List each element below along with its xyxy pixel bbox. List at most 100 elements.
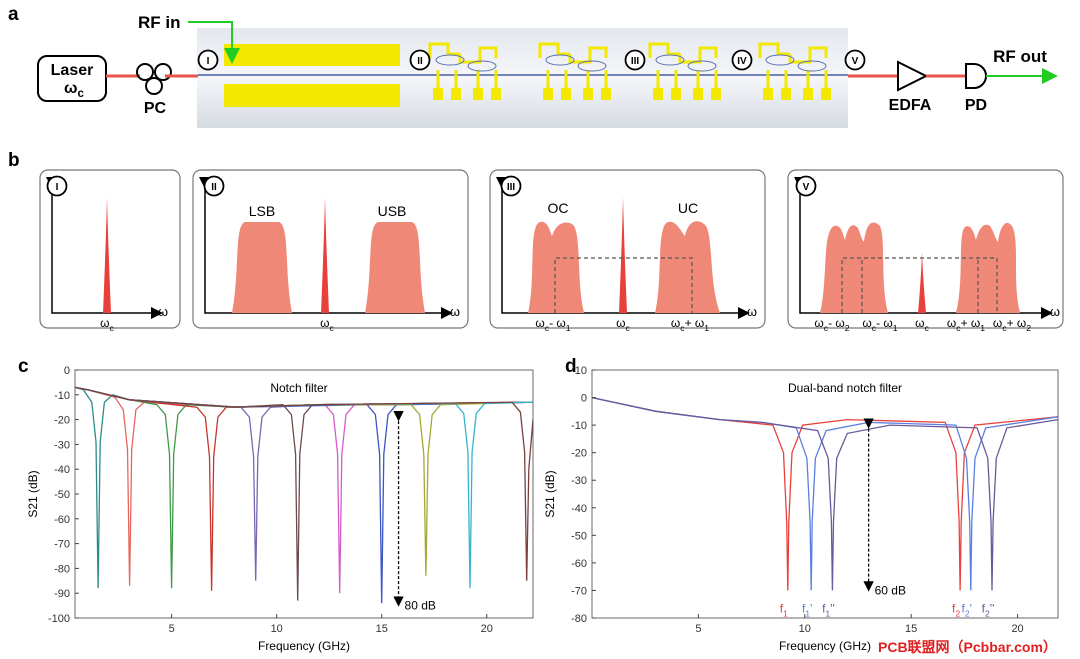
chart-title: Dual-band notch filter	[788, 381, 902, 395]
band-label: UC	[678, 200, 698, 216]
plot-frame	[591, 369, 1059, 619]
panel-label: d	[565, 356, 577, 377]
y-tick-label: -60	[54, 514, 70, 526]
y-tick-label: -10	[571, 420, 587, 432]
subscript: 2	[985, 608, 990, 618]
notch-label: f1'	[802, 601, 812, 618]
watermark: PCB联盟网（Pcbbar.com）	[878, 639, 1057, 655]
subscript: c	[78, 88, 85, 100]
notch-label: f2	[952, 601, 960, 618]
subscript: c	[680, 323, 685, 333]
rf-in-label: RF in	[138, 13, 181, 32]
band-label: USB	[378, 203, 407, 219]
rf-out-label: RF out	[993, 47, 1047, 66]
stage-circle	[46, 175, 68, 197]
subscript: 1	[825, 608, 830, 618]
x-tick-label: 20	[481, 623, 493, 635]
text-part: ω	[535, 316, 544, 330]
y-tick-label: -60	[571, 558, 587, 570]
frequency-label: ωc- ω1	[535, 316, 570, 333]
panel-label: c	[18, 356, 29, 377]
series-line	[592, 396, 1058, 591]
pd-icon	[965, 63, 987, 89]
subscript: c	[545, 323, 550, 333]
stage-numeral: III	[631, 56, 640, 67]
frequency-label: ωc+ ω1	[947, 316, 985, 333]
rf-in-arrow	[188, 21, 240, 64]
y-tick-label: -30	[54, 439, 70, 451]
x-tick-label: 10	[799, 623, 811, 635]
text-part: ω	[947, 316, 956, 330]
text-part: f	[982, 601, 986, 615]
subscript: c	[626, 323, 631, 333]
y-tick-label: -70	[571, 585, 587, 597]
frequency-label: ωc- ω2	[814, 316, 849, 333]
x-axis-label: Frequency (GHz)	[258, 639, 350, 653]
subscript: 2	[955, 608, 960, 618]
series-line	[592, 396, 1058, 591]
subscript: 1	[566, 323, 571, 333]
text-part: + ω	[961, 316, 981, 330]
stage-numeral: II	[417, 56, 423, 67]
stage-circle	[203, 175, 225, 197]
chart-title: Notch filter	[270, 381, 327, 395]
text-part: f	[952, 601, 956, 615]
y-tick-label: -10	[54, 390, 70, 402]
y-tick-label: -50	[54, 489, 70, 501]
text-part: ω	[616, 316, 625, 330]
y-tick-label: -50	[571, 530, 587, 542]
electrode	[224, 84, 400, 107]
y-tick-label: -40	[54, 464, 70, 476]
frequency-label: ωc	[616, 316, 630, 333]
subscript: 1	[893, 323, 898, 333]
y-tick-label: -20	[54, 415, 70, 427]
subscript: 1	[783, 608, 788, 618]
notch-label: f2''	[982, 601, 995, 618]
y-tick-label: -90	[54, 588, 70, 600]
panel-label: a	[8, 4, 19, 25]
text-part: ω	[915, 316, 924, 330]
y-axis-label: S21 (dB)	[26, 470, 40, 517]
axis-symbol: ω	[158, 304, 168, 319]
subscript: c	[824, 323, 829, 333]
chip	[197, 28, 848, 128]
text-part: - ω	[828, 316, 845, 330]
y-tick-label: -80	[54, 563, 70, 575]
subscript: 2	[845, 323, 850, 333]
text-part: '	[810, 601, 812, 615]
text-part: ω	[993, 316, 1002, 330]
depth-label: 80 dB	[405, 599, 436, 613]
edfa-icon	[897, 60, 929, 92]
text-part: ω	[320, 316, 329, 330]
text-part: f	[802, 601, 806, 615]
stage-numeral: II	[211, 182, 217, 193]
text-part: + ω	[685, 316, 705, 330]
y-tick-label: -80	[571, 613, 587, 625]
laser-box	[37, 55, 107, 102]
series-line	[75, 386, 533, 581]
stage-numeral: III	[507, 182, 516, 193]
text-part: f	[780, 601, 784, 615]
carrier	[103, 197, 926, 313]
text-part: f	[962, 601, 966, 615]
x-tick-label: 15	[905, 623, 917, 635]
text-part: f	[822, 601, 826, 615]
frequency-label: ωc	[100, 316, 114, 333]
band-label: LSB	[249, 203, 275, 219]
y-tick-label: 10	[575, 365, 587, 377]
subscript: c	[925, 323, 930, 333]
subscript: 1	[980, 323, 985, 333]
subscript: c	[1002, 323, 1007, 333]
pc-label: PC	[144, 100, 167, 117]
notch-label: f1	[780, 601, 788, 618]
axis-symbol: ω	[747, 304, 757, 319]
sidebands	[232, 221, 1020, 313]
text-part: ''	[830, 601, 835, 615]
frequency-label: ωc	[320, 316, 334, 333]
subscript: c	[110, 323, 115, 333]
x-tick-label: 10	[271, 623, 283, 635]
x-tick-label: 5	[695, 623, 701, 635]
dashed-guides	[554, 257, 998, 313]
subscript: 2	[1026, 323, 1031, 333]
